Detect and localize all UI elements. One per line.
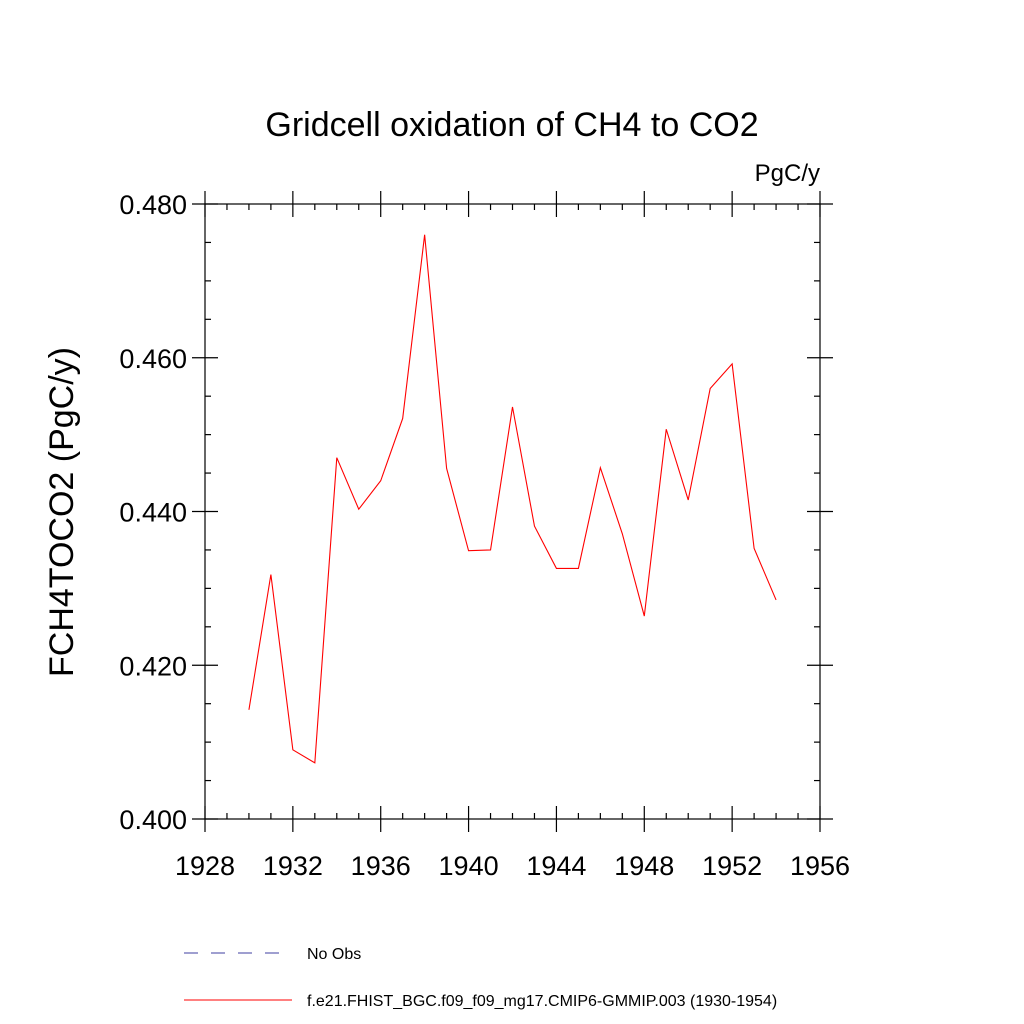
- data-point: [247, 708, 250, 711]
- data-point: [467, 549, 470, 552]
- data-point: [731, 362, 734, 365]
- data-point: [357, 508, 360, 511]
- x-tick-label: 1944: [526, 851, 586, 881]
- y-axis-label: FCH4TOCO2 (PgC/y): [43, 347, 81, 677]
- data-point: [687, 498, 690, 501]
- data-point: [335, 456, 338, 459]
- y-tick-label: 0.400: [119, 805, 187, 835]
- data-point: [665, 428, 668, 431]
- data-point: [445, 467, 448, 470]
- y-tick-label: 0.480: [119, 190, 187, 220]
- data-point: [709, 387, 712, 390]
- data-point: [533, 525, 536, 528]
- data-point: [489, 548, 492, 551]
- data-point: [775, 598, 778, 601]
- data-point: [555, 567, 558, 570]
- chart-title: Gridcell oxidation of CH4 to CO2: [265, 106, 758, 144]
- plot-frame: [204, 203, 821, 820]
- x-tick-label: 1932: [263, 851, 323, 881]
- data-point: [379, 479, 382, 482]
- x-tick-label: 1952: [702, 851, 762, 881]
- data-point: [577, 567, 580, 570]
- data-point: [753, 547, 756, 550]
- data-point: [313, 761, 316, 764]
- y-tick-labels: 0.400 0.420 0.440 0.460 0.480: [119, 190, 187, 835]
- series-lines: [247, 233, 778, 764]
- legend: No Obs f.e21.FHIST_BGC.f09_f09_mg17.CMIP6…: [184, 946, 777, 1010]
- data-point: [599, 466, 602, 469]
- data-point: [621, 532, 624, 535]
- data-point: [291, 748, 294, 751]
- data-point: [643, 615, 646, 618]
- x-tick-labels: 1928 1932 1936 1940 1944 1948 1952 1956: [175, 851, 850, 881]
- legend-label: f.e21.FHIST_BGC.f09_f09_mg17.CMIP6-GMMIP…: [307, 993, 777, 1010]
- axis-ticks: [192, 191, 833, 832]
- x-tick-label: 1948: [614, 851, 674, 881]
- x-tick-label: 1940: [439, 851, 499, 881]
- data-point: [269, 573, 272, 576]
- data-point: [401, 417, 404, 420]
- series-line: [248, 234, 777, 764]
- x-tick-label: 1956: [790, 851, 850, 881]
- y-tick-label: 0.460: [119, 344, 187, 374]
- legend-label: No Obs: [307, 946, 361, 963]
- data-point: [511, 405, 514, 408]
- x-tick-label: 1936: [351, 851, 411, 881]
- y-tick-label: 0.420: [119, 651, 187, 681]
- y-tick-label: 0.440: [119, 498, 187, 528]
- data-point: [423, 233, 426, 236]
- x-tick-label: 1928: [175, 851, 235, 881]
- units-label: PgC/y: [755, 160, 820, 187]
